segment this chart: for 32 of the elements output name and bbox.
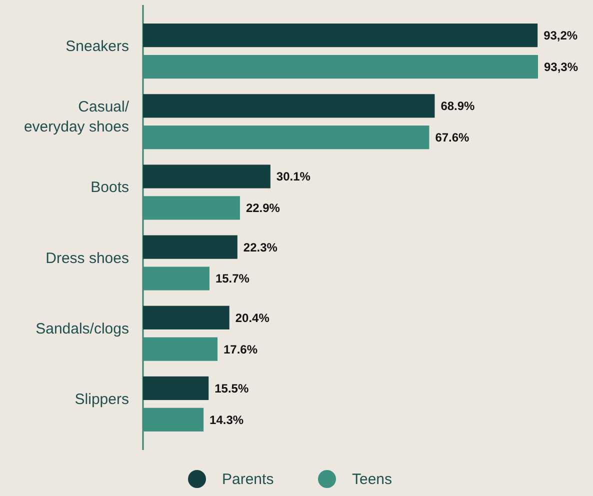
bar [143, 164, 270, 188]
data-label: 22.9% [246, 201, 280, 216]
data-label: 67.6% [435, 130, 470, 145]
bar [143, 126, 430, 150]
data-label: 17.6% [224, 342, 258, 356]
data-label: 22.3% [243, 240, 278, 254]
bar [143, 24, 538, 48]
data-label: 30.1% [276, 170, 311, 184]
y-tick-label: Sandals/clogs [36, 320, 129, 338]
data-label: 68.9% [440, 99, 476, 114]
bar [143, 235, 238, 259]
y-tick-label: Boots [90, 179, 129, 196]
data-label: 93,2% [544, 28, 578, 43]
data-label: 14.3% [210, 412, 244, 427]
bar [143, 337, 218, 361]
legend-label: Parents [222, 471, 274, 488]
data-label: 93,3% [544, 60, 578, 74]
bar [143, 306, 230, 330]
bar [143, 266, 210, 290]
data-label: 15.7% [215, 272, 250, 286]
bar [143, 376, 209, 400]
bar [143, 408, 204, 432]
bar [143, 54, 538, 79]
data-label: 20.4% [235, 310, 270, 325]
bar [143, 94, 435, 118]
legend-label: Teens [352, 471, 392, 488]
y-tick-label: Casual/ everyday shoes [24, 98, 130, 136]
data-label: 15.5% [214, 381, 249, 396]
y-tick-label: Sneakers [66, 38, 129, 56]
y-tick-label: Dress shoes [46, 250, 129, 267]
bar [143, 196, 240, 220]
y-tick-label: Slippers [74, 390, 129, 408]
